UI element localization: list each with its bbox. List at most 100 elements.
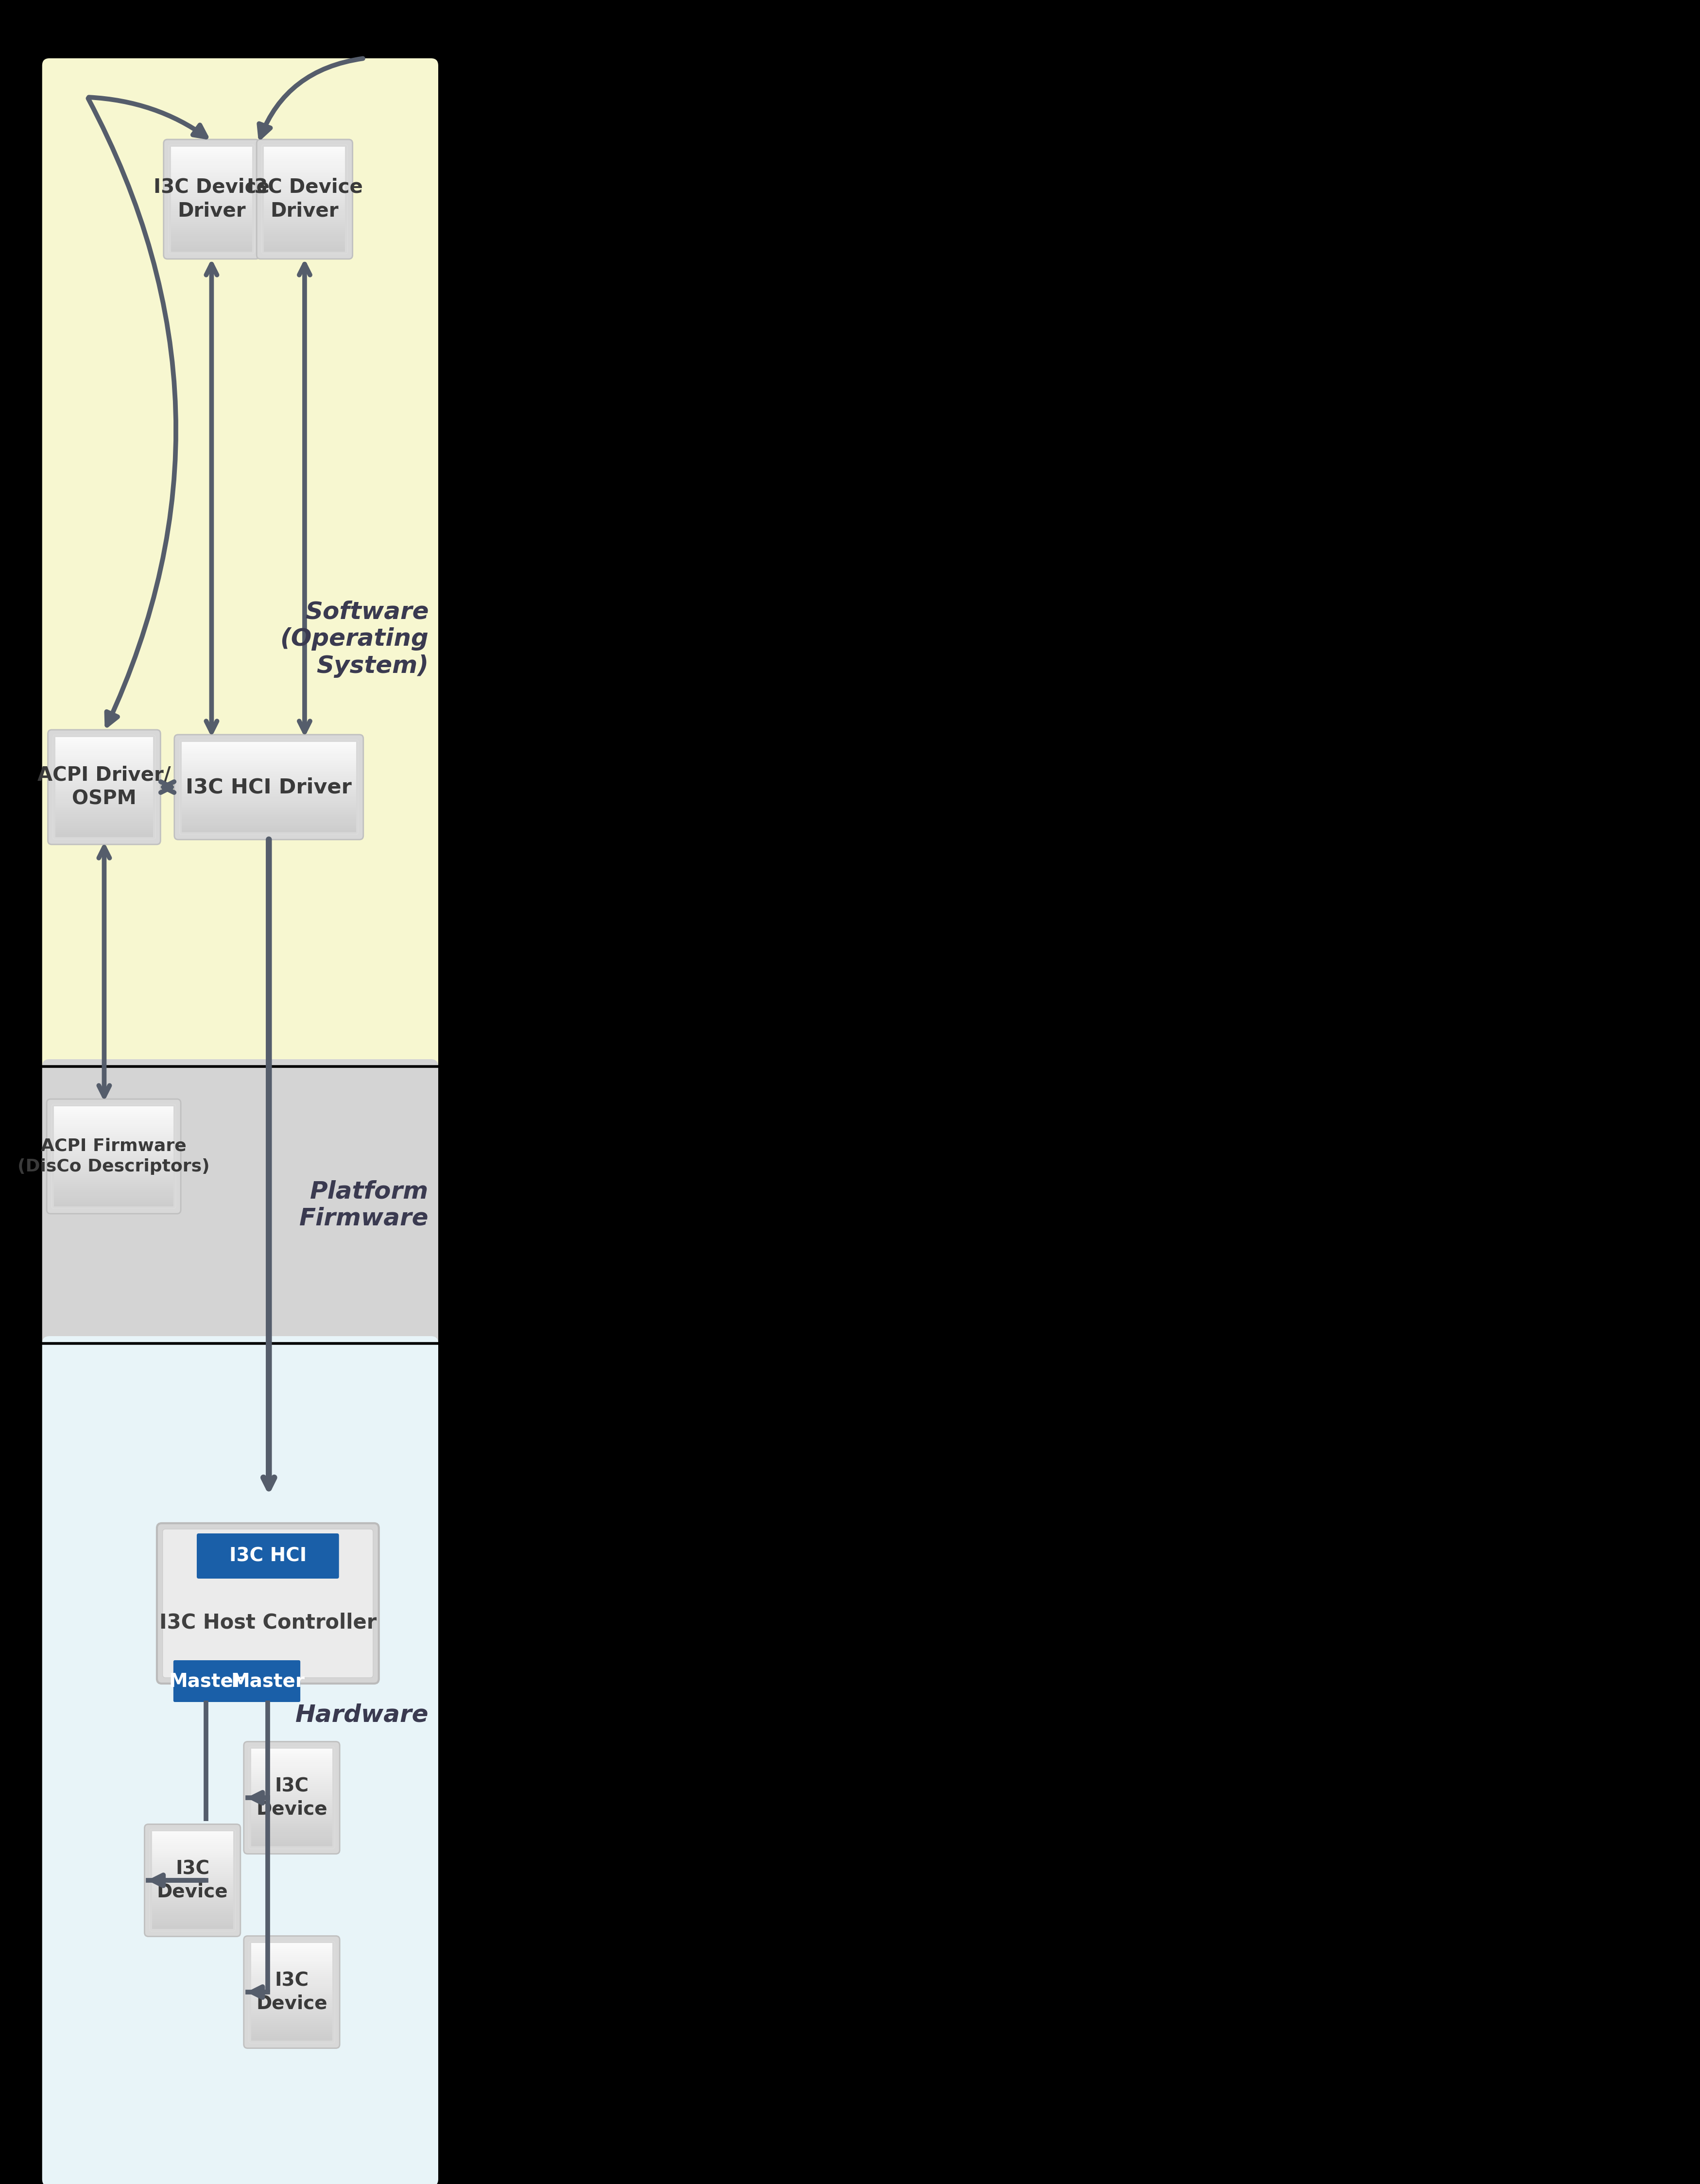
Bar (182, 743, 355, 745)
Bar (56, 826, 153, 828)
Bar (172, 218, 252, 221)
Bar (182, 826, 355, 828)
Bar (182, 804, 355, 806)
Bar (56, 745, 153, 747)
Bar (182, 749, 355, 751)
Bar (252, 2011, 332, 2014)
Bar (264, 159, 345, 162)
Bar (182, 745, 355, 747)
Bar (252, 1811, 332, 1813)
Bar (54, 1195, 173, 1199)
Bar (252, 1787, 332, 1789)
Bar (54, 1138, 173, 1140)
Bar (56, 786, 153, 788)
Bar (252, 1769, 332, 1773)
Bar (56, 784, 153, 786)
Bar (252, 1830, 332, 1832)
Bar (264, 151, 345, 153)
Bar (172, 155, 252, 157)
Bar (172, 232, 252, 234)
Bar (182, 793, 355, 795)
Bar (151, 1854, 233, 1856)
Bar (172, 249, 252, 251)
Text: I3C Device
Driver: I3C Device Driver (153, 177, 270, 221)
Bar (172, 175, 252, 177)
Bar (182, 782, 355, 784)
Bar (182, 819, 355, 821)
Bar (182, 793, 355, 797)
Bar (151, 1924, 233, 1926)
Bar (252, 1968, 332, 1970)
Bar (172, 166, 252, 168)
Bar (54, 1149, 173, 1151)
Bar (151, 1832, 233, 1835)
Bar (151, 1865, 233, 1867)
Bar (264, 214, 345, 216)
Bar (56, 782, 153, 784)
Bar (172, 181, 252, 186)
Bar (54, 1197, 173, 1201)
Bar (264, 146, 345, 149)
Bar (172, 183, 252, 186)
Bar (56, 791, 153, 793)
Bar (252, 1765, 332, 1767)
FancyBboxPatch shape (163, 140, 260, 260)
Bar (172, 245, 252, 247)
Text: I3C
Device: I3C Device (257, 1972, 328, 2014)
Bar (56, 740, 153, 743)
Bar (252, 2016, 332, 2020)
Text: I3C
Device: I3C Device (257, 1778, 328, 1819)
Bar (252, 1985, 332, 1987)
Bar (252, 1832, 332, 1835)
Bar (56, 817, 153, 819)
Bar (264, 245, 345, 247)
Bar (54, 1120, 173, 1123)
Bar (172, 234, 252, 236)
Bar (252, 2018, 332, 2020)
Bar (56, 756, 153, 758)
Bar (252, 1977, 332, 1979)
Bar (172, 205, 252, 207)
Bar (151, 1898, 233, 1900)
Bar (264, 168, 345, 170)
Bar (252, 1784, 332, 1787)
Bar (151, 1904, 233, 1907)
Bar (172, 151, 252, 153)
Bar (264, 212, 345, 214)
Bar (151, 1848, 233, 1850)
Bar (182, 799, 355, 802)
Bar (182, 771, 355, 773)
Bar (54, 1114, 173, 1116)
FancyBboxPatch shape (235, 1660, 301, 1701)
Bar (252, 1793, 332, 1795)
Bar (172, 201, 252, 203)
Bar (264, 190, 345, 192)
Bar (182, 764, 355, 767)
Bar (252, 1990, 332, 1992)
Bar (54, 1158, 173, 1160)
Bar (252, 1948, 332, 1950)
Bar (54, 1168, 173, 1171)
Bar (56, 828, 153, 830)
Bar (172, 225, 252, 229)
Bar (182, 830, 355, 832)
Bar (151, 1885, 233, 1889)
Bar (264, 188, 345, 190)
Bar (252, 1813, 332, 1815)
Bar (252, 2033, 332, 2035)
Bar (252, 1824, 332, 1826)
Bar (54, 1171, 173, 1173)
Bar (264, 181, 345, 186)
Bar (252, 1752, 332, 1756)
Bar (182, 769, 355, 771)
Bar (56, 780, 153, 782)
Bar (151, 1876, 233, 1878)
Bar (182, 780, 355, 782)
Text: Master: Master (231, 1673, 304, 1690)
Bar (252, 1996, 332, 1998)
Bar (151, 1880, 233, 1883)
Bar (252, 1961, 332, 1963)
Bar (182, 786, 355, 788)
Bar (172, 238, 252, 240)
Bar (252, 1944, 332, 1946)
